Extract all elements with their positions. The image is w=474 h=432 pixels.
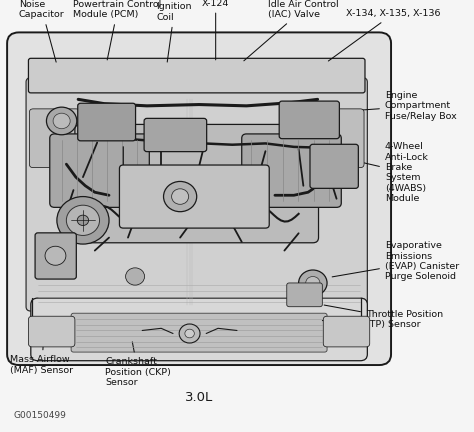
Text: Idle Air Control
(IAC) Valve: Idle Air Control (IAC) Valve: [244, 0, 338, 61]
Circle shape: [299, 270, 327, 296]
FancyBboxPatch shape: [7, 32, 391, 365]
Circle shape: [57, 197, 109, 244]
Text: Crankshaft
Position (CKP)
Sensor: Crankshaft Position (CKP) Sensor: [105, 342, 171, 387]
Text: Engine
Compartment
Fuse/Relay Box: Engine Compartment Fuse/Relay Box: [344, 91, 456, 121]
Text: X-124: X-124: [202, 0, 229, 60]
Circle shape: [46, 107, 77, 135]
FancyBboxPatch shape: [31, 298, 367, 361]
Text: X-134, X-135, X-136: X-134, X-135, X-136: [328, 10, 440, 61]
FancyBboxPatch shape: [242, 134, 341, 207]
Circle shape: [77, 215, 89, 226]
FancyBboxPatch shape: [144, 118, 207, 152]
FancyBboxPatch shape: [323, 316, 370, 347]
Text: Evaporative
Emissions
(EVAP) Canister
Purge Solenoid: Evaporative Emissions (EVAP) Canister Pu…: [332, 241, 459, 282]
FancyBboxPatch shape: [75, 124, 319, 243]
Circle shape: [185, 329, 194, 338]
Circle shape: [53, 113, 70, 129]
FancyBboxPatch shape: [28, 58, 365, 93]
Circle shape: [306, 276, 320, 289]
Text: Ignition
Coil: Ignition Coil: [156, 3, 192, 62]
Circle shape: [172, 189, 189, 204]
Text: 3.0L: 3.0L: [185, 391, 213, 404]
FancyBboxPatch shape: [78, 103, 136, 141]
FancyBboxPatch shape: [71, 313, 327, 352]
Text: G00150499: G00150499: [13, 411, 66, 420]
FancyBboxPatch shape: [50, 134, 149, 207]
FancyBboxPatch shape: [287, 283, 322, 307]
Text: Throttle Position
(TP) Sensor: Throttle Position (TP) Sensor: [324, 305, 443, 329]
Circle shape: [66, 205, 100, 235]
FancyBboxPatch shape: [119, 165, 269, 228]
Text: Powertrain Control
Module (PCM): Powertrain Control Module (PCM): [73, 0, 162, 60]
Circle shape: [164, 181, 197, 212]
Circle shape: [45, 246, 66, 265]
Circle shape: [126, 268, 145, 285]
FancyBboxPatch shape: [26, 78, 367, 311]
FancyBboxPatch shape: [29, 109, 80, 168]
FancyBboxPatch shape: [28, 316, 75, 347]
FancyBboxPatch shape: [319, 109, 364, 168]
FancyBboxPatch shape: [310, 144, 358, 188]
Text: Mass Airflow
(MAF) Sensor: Mass Airflow (MAF) Sensor: [10, 340, 73, 375]
FancyBboxPatch shape: [279, 101, 339, 139]
Text: 4-Wheel
Anti-Lock
Brake
System
(4WABS)
Module: 4-Wheel Anti-Lock Brake System (4WABS) M…: [363, 142, 429, 203]
Text: Noise
Capacitor: Noise Capacitor: [19, 0, 65, 62]
Circle shape: [179, 324, 200, 343]
FancyBboxPatch shape: [35, 233, 76, 279]
